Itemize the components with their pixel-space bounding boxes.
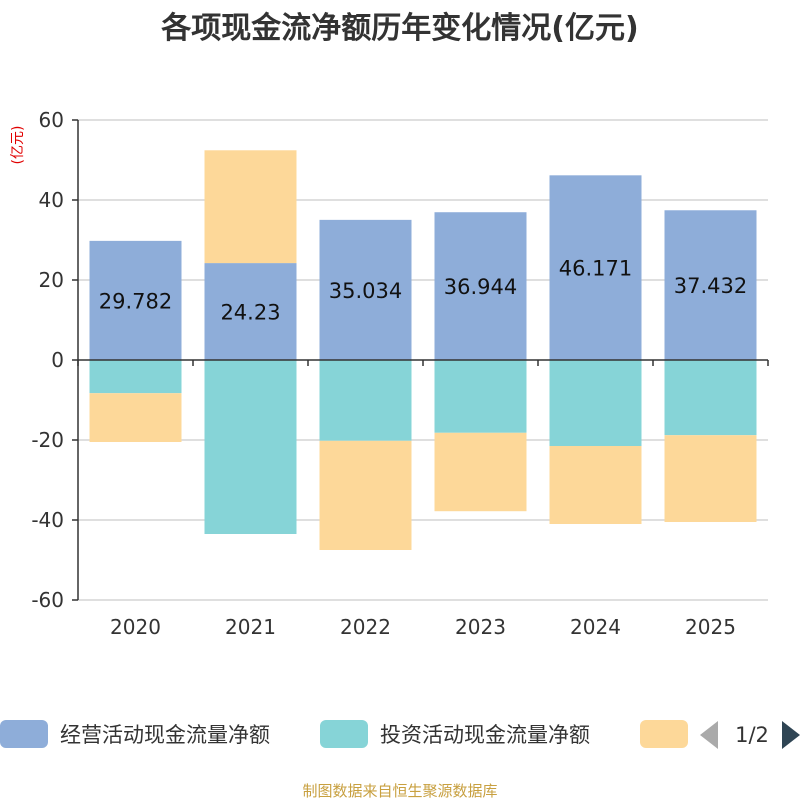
- bar-series-2-2025: [664, 435, 757, 522]
- bars: [89, 150, 757, 550]
- data-label: 37.432: [674, 274, 747, 298]
- y-tick-label: 20: [39, 268, 64, 292]
- data-label: 24.23: [220, 301, 280, 325]
- y-tick-label: -60: [31, 588, 64, 612]
- x-tick-label: 2024: [570, 615, 621, 639]
- data-label: 35.034: [329, 279, 402, 303]
- y-tick-label: 0: [51, 348, 64, 372]
- bar-series-1-2020: [89, 360, 182, 394]
- bar-series-2-2024: [549, 446, 642, 524]
- x-tick-label: 2023: [455, 615, 506, 639]
- y-tick-label: -20: [31, 428, 64, 452]
- y-tick-label: 60: [39, 108, 64, 132]
- legend: 经营活动现金流量净额 投资活动现金流量净额: [0, 720, 688, 748]
- x-tick-label: 2025: [685, 615, 736, 639]
- bar-series-0-2025: [664, 210, 757, 360]
- legend-pager: 1/2: [700, 721, 800, 749]
- data-label: 46.171: [559, 257, 632, 281]
- bar-series-1-2021: [204, 360, 297, 534]
- chart-title: 各项现金流净额历年变化情况(亿元): [160, 11, 638, 46]
- bar-series-2-2021: [204, 150, 297, 264]
- bar-series-1-2023: [434, 360, 527, 433]
- grid-lines: [78, 119, 768, 601]
- y-tick-labels: 60 40 20 0 -20 -40 -60: [31, 108, 64, 612]
- bar-series-0-2023: [434, 212, 527, 360]
- bar-series-1-2024: [549, 360, 642, 446]
- legend-swatch-1[interactable]: [320, 720, 368, 748]
- x-tick-label: 2021: [225, 615, 276, 639]
- y-tick-label: 40: [39, 188, 64, 212]
- bar-series-2-2023: [434, 432, 527, 512]
- bar-series-1-2025: [664, 360, 757, 436]
- bar-series-2-2020: [89, 393, 182, 442]
- bar-series-0-2022: [319, 219, 412, 360]
- legend-label-1[interactable]: 投资活动现金流量净额: [380, 723, 590, 747]
- data-label: 29.782: [99, 289, 172, 313]
- source-note: 制图数据来自恒生聚源数据库: [302, 782, 497, 800]
- bar-series-0-2024: [549, 175, 642, 360]
- legend-swatch-0[interactable]: [0, 720, 48, 748]
- data-label: 36.944: [444, 275, 517, 299]
- bar-series-0-2020: [89, 240, 182, 360]
- y-axis-unit: (亿元): [10, 126, 26, 165]
- bar-series-1-2022: [319, 360, 412, 441]
- x-tick-label: 2020: [110, 615, 161, 639]
- bar-series-0-2021: [204, 263, 297, 360]
- legend-label-0[interactable]: 经营活动现金流量净额: [60, 723, 270, 747]
- axes: [72, 119, 769, 601]
- pager-next-icon[interactable]: [782, 721, 800, 749]
- pager-page-indicator: 1/2: [735, 723, 769, 747]
- data-labels: 29.782 24.23 35.034 36.944 46.171 37.432: [99, 257, 747, 325]
- y-tick-label: -40: [31, 508, 64, 532]
- legend-swatch-2[interactable]: [640, 720, 688, 748]
- bar-series-2-2022: [319, 440, 412, 550]
- x-tick-label: 2022: [340, 615, 391, 639]
- x-tick-labels: 2020 2021 2022 2023 2024 2025: [110, 615, 736, 639]
- pager-prev-icon[interactable]: [700, 721, 718, 749]
